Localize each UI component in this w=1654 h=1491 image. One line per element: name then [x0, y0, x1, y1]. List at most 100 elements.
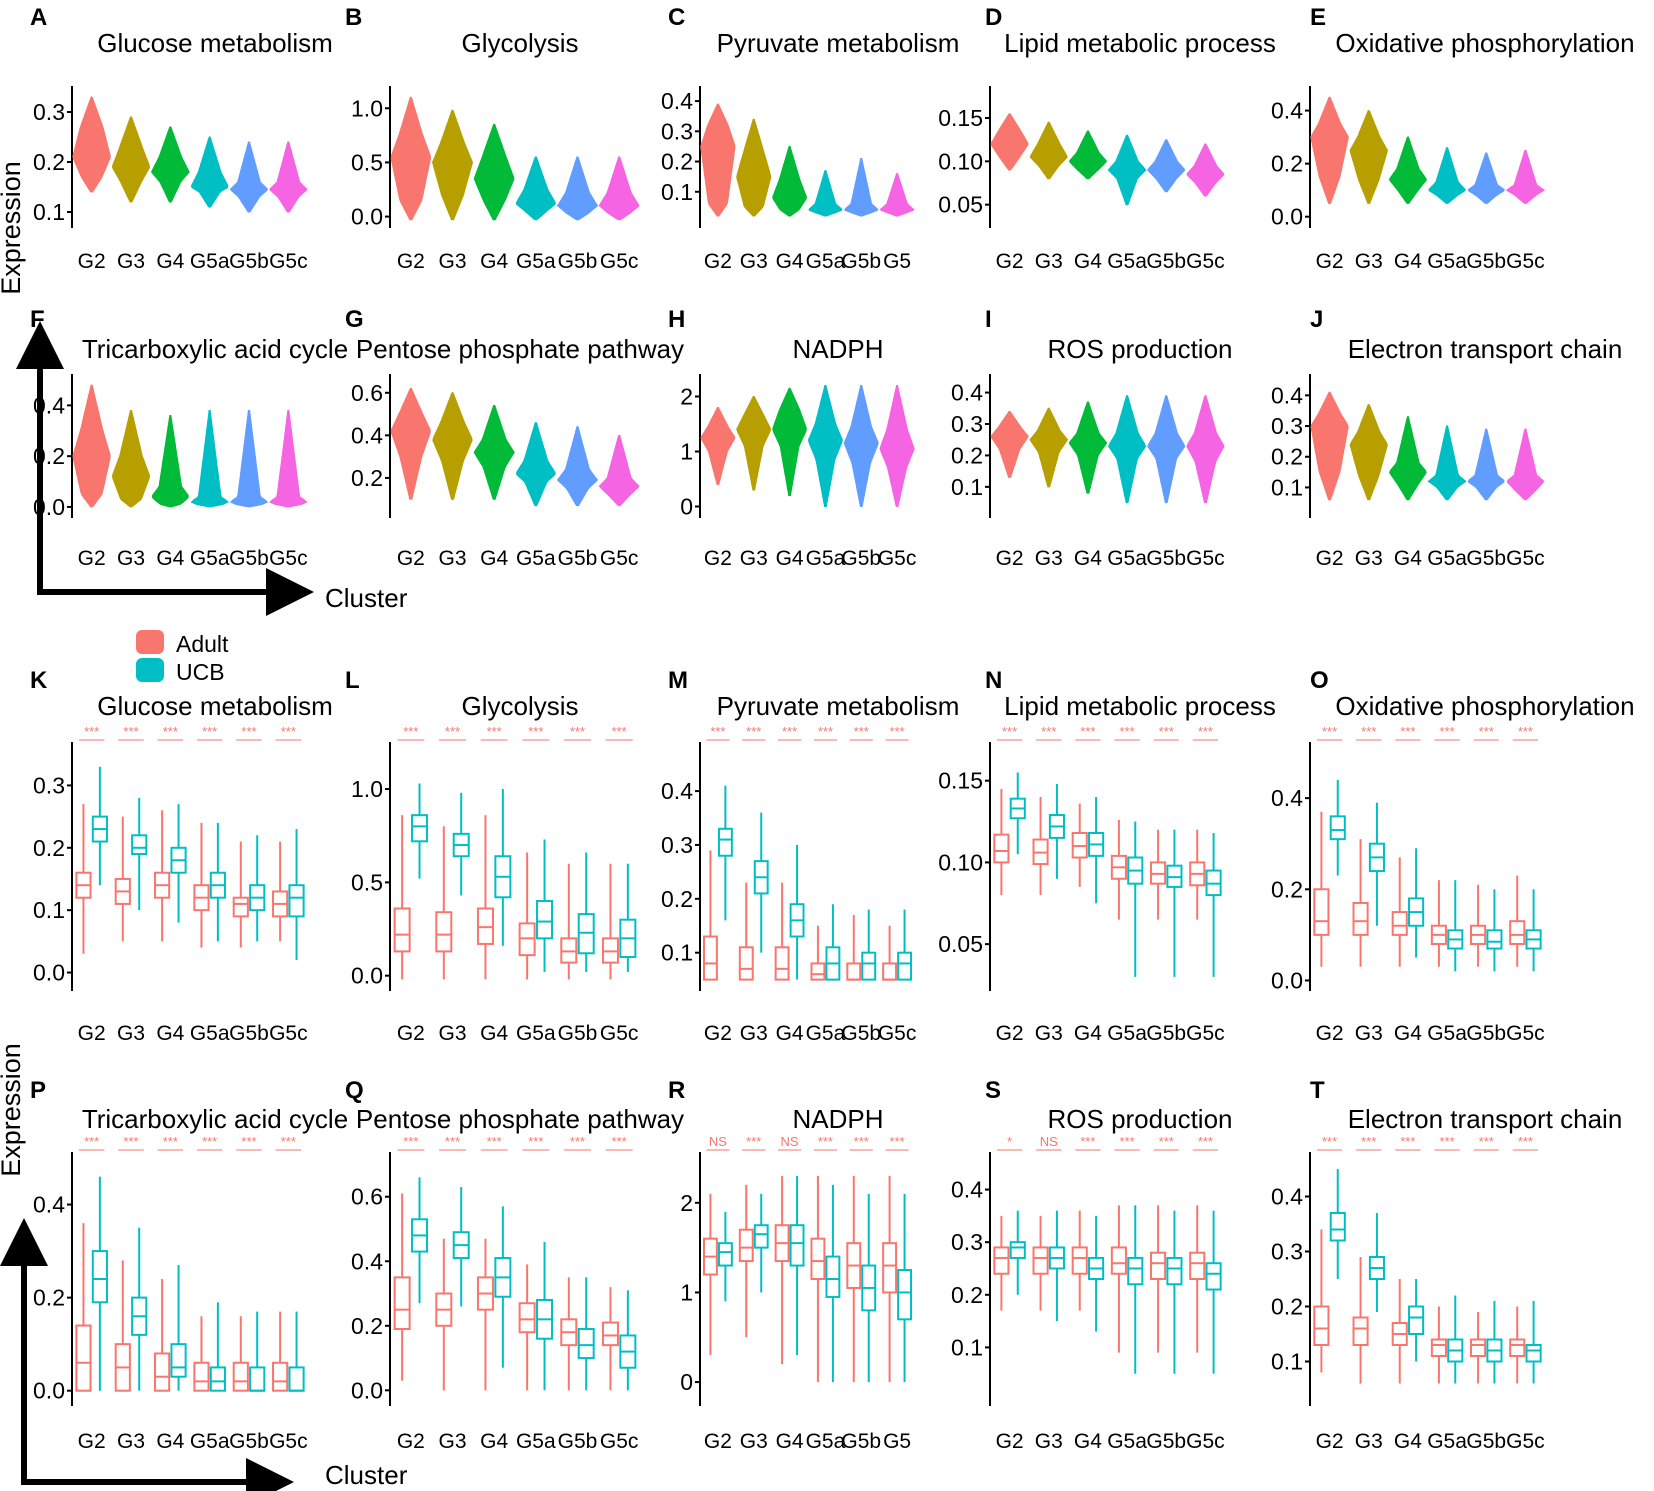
x-tick-label: G4 [1394, 250, 1422, 273]
box-body [288, 884, 305, 918]
x-tick-label: G5b [1466, 1022, 1506, 1045]
violin-g5a [515, 156, 556, 221]
box-ucb-g2 [1329, 779, 1346, 876]
box-body [209, 1366, 226, 1392]
significance-label: NS [1040, 1134, 1058, 1149]
x-tick-label: G5a [190, 547, 230, 570]
legend-label-adult: Adult [176, 631, 229, 657]
box-adult-g5a [810, 925, 826, 981]
box-ucb-g5a [1127, 1205, 1144, 1374]
significance-label: *** [1518, 1134, 1533, 1149]
box-adult-g5c [601, 1287, 619, 1391]
y-tick-label: 0.4 [1271, 785, 1303, 811]
x-tick-label: G2 [1316, 547, 1344, 570]
box-ucb-g3 [131, 1227, 148, 1391]
box-adult-g4 [774, 882, 790, 981]
box-adult-g4 [1391, 1279, 1408, 1384]
box-adult-g5b [232, 1316, 249, 1392]
box-ucb-g5c [897, 909, 913, 981]
x-tick-label: G3 [117, 250, 145, 273]
y-tick-label: 0.2 [351, 1313, 383, 1339]
panel-letter: C [668, 4, 685, 31]
x-tick-label: G5a [190, 250, 230, 273]
x-tick-label: G3 [438, 250, 466, 273]
box-ucb-g3 [753, 812, 769, 953]
y-tick-label: 0.2 [33, 835, 65, 861]
x-tick-label: G4 [776, 250, 804, 273]
box-adult-g5b [232, 841, 249, 948]
box-adult-g5b [560, 1277, 578, 1391]
violin-g3 [432, 392, 473, 500]
x-tick-label: G2 [996, 547, 1024, 570]
significance-label: *** [854, 1134, 869, 1149]
box-body [249, 1366, 266, 1392]
significance-label: *** [202, 724, 217, 739]
panel-title: Tricarboxylic acid cycle [82, 1104, 348, 1134]
x-tick-label: G3 [740, 547, 768, 570]
x-tick-label: G5a [1107, 250, 1147, 273]
box-adult-g4 [1071, 803, 1088, 887]
box-body [577, 1328, 595, 1360]
violin-g5c [269, 141, 308, 213]
box-body [75, 1324, 92, 1392]
y-tick-label: 0.4 [661, 88, 693, 114]
box-body [1127, 1256, 1144, 1286]
box-body [1166, 1256, 1183, 1286]
x-tick-label: G3 [1035, 1022, 1063, 1045]
x-tick-label: G5b [841, 1022, 881, 1045]
box-ucb-g4 [1088, 797, 1105, 904]
y-tick-label: 0.2 [33, 1285, 65, 1311]
x-tick-label: G4 [480, 1022, 508, 1045]
box-adult-g2 [702, 1193, 718, 1356]
x-tick-label: G5c [269, 1430, 308, 1453]
box-ucb-g5a [1447, 1295, 1464, 1384]
violin-g5b [229, 410, 269, 508]
y-tick-label: 0.4 [951, 1177, 983, 1203]
violin-g3 [431, 109, 474, 221]
box-ucb-g5b [249, 835, 266, 942]
violin-g3 [1029, 407, 1069, 488]
y-tick-label: 0.2 [33, 149, 65, 175]
box-ucb-g5c [1525, 1301, 1542, 1384]
violin-g4 [1389, 136, 1427, 204]
x-tick-label: G5c [1186, 547, 1225, 570]
y-tick-label: 0.4 [1271, 1184, 1303, 1210]
x-tick-label: G3 [1355, 547, 1383, 570]
box-adult-g3 [1032, 1215, 1049, 1311]
y-tick-label: 0.0 [351, 1377, 383, 1403]
box-adult-g5c [1509, 1306, 1526, 1384]
x-tick-label: G5c [269, 250, 308, 273]
x-tick-label: G5b [229, 547, 269, 570]
x-tick-label: G4 [156, 250, 184, 273]
box-ucb-g3 [452, 792, 470, 896]
box-body [717, 827, 733, 857]
x-tick-label: G3 [438, 547, 466, 570]
legend: Adult UCB [136, 630, 229, 685]
box-adult-g2 [75, 804, 92, 954]
y-tick-label: 0.2 [1271, 151, 1303, 177]
x-tick-label: G5b [229, 250, 269, 273]
y-tick-label: 0.3 [951, 411, 983, 437]
y-tick-label: 0.2 [661, 886, 693, 912]
violin-g4 [1069, 130, 1107, 180]
violin-g3 [111, 116, 151, 203]
x-tick-label: G5a [806, 1022, 846, 1045]
x-tick-label: G2 [397, 547, 425, 570]
panel-letter: S [985, 1077, 1001, 1104]
box-adult-g5c [1509, 875, 1526, 967]
x-tick-label: G2 [397, 1022, 425, 1045]
y-tick-label: 0 [680, 494, 693, 520]
box-ucb-g2 [411, 783, 429, 879]
significance-label: *** [612, 1134, 627, 1149]
box-adult-g3 [435, 826, 453, 980]
significance-label: *** [403, 1134, 418, 1149]
x-tick-label: G5a [806, 1430, 846, 1453]
panel-title: Electron transport chain [1348, 334, 1623, 364]
significance-label: *** [403, 724, 418, 739]
x-tick-label: G5c [1506, 1022, 1545, 1045]
box-adult-g2 [393, 815, 411, 980]
box-body [170, 1343, 187, 1378]
box-adult-g5c [272, 1311, 289, 1392]
y-tick-label: 0.1 [33, 199, 65, 225]
